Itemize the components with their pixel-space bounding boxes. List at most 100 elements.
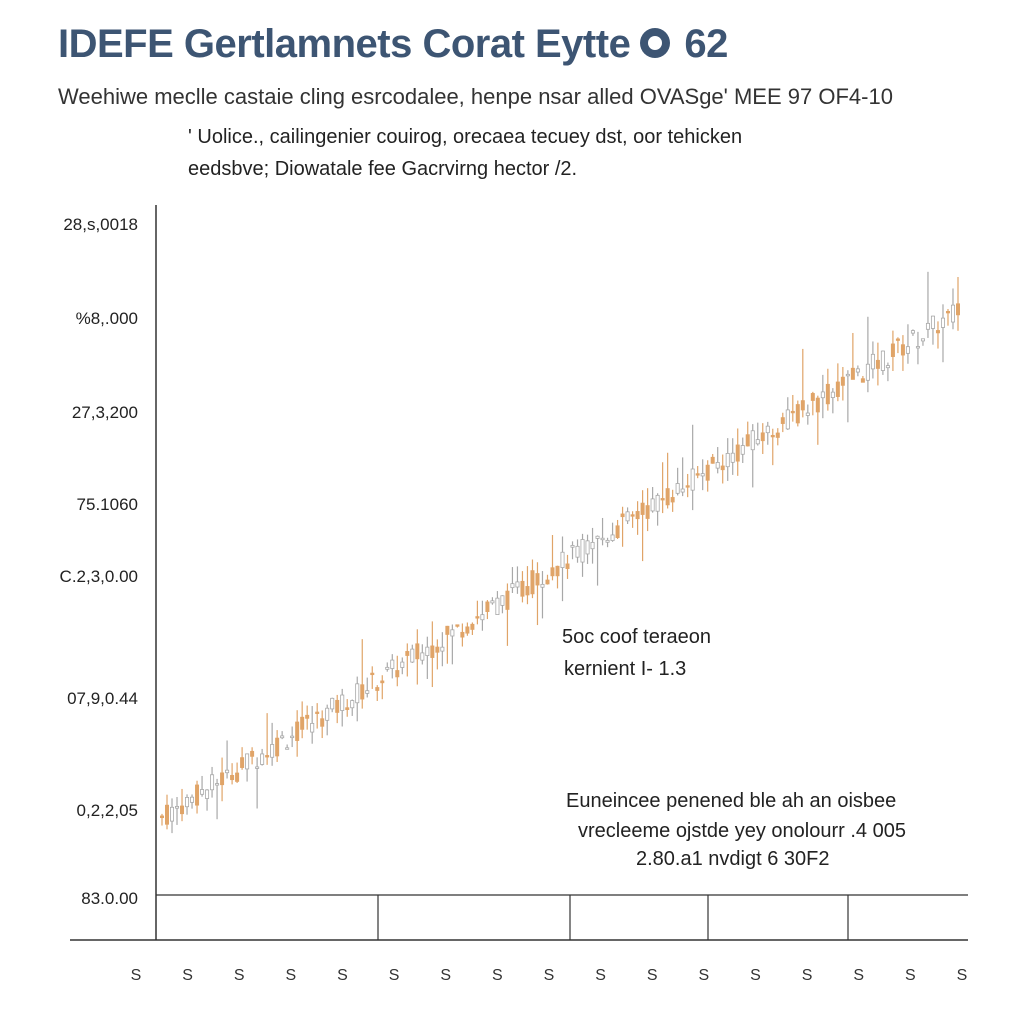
annotation-2-line-2: vrecleeme ojstde yey onolourr .4 005 — [578, 820, 906, 842]
candle-body — [650, 498, 655, 512]
candle-body — [550, 567, 555, 577]
candle-body — [600, 537, 605, 541]
candle-body — [865, 363, 870, 381]
y-tick-label: 27,3,200 — [72, 403, 138, 422]
candle-body — [415, 643, 420, 660]
candle-body — [340, 694, 345, 711]
candle-body — [780, 417, 785, 424]
x-tick-label: S — [957, 967, 968, 984]
candle-body — [585, 540, 590, 555]
candle-body — [170, 806, 175, 822]
candle-body — [675, 483, 680, 494]
candle-body — [345, 707, 350, 710]
candle-body — [425, 646, 430, 656]
candle-body — [190, 796, 195, 803]
candle-body — [805, 412, 810, 416]
x-tick-label: S — [905, 967, 916, 984]
candle-body — [195, 784, 200, 806]
candle-body — [330, 697, 335, 710]
x-tick-label: S — [234, 967, 245, 984]
candle-body — [690, 468, 695, 491]
x-tick-label: S — [389, 967, 400, 984]
candle-body — [205, 789, 210, 799]
candle-body — [720, 465, 725, 471]
candle-body — [670, 497, 675, 503]
candle-body — [875, 359, 880, 369]
x-tick-label: S — [647, 967, 658, 984]
candle-body — [770, 434, 775, 438]
candle-body — [925, 322, 930, 330]
candle-body — [200, 789, 205, 795]
candle-body — [175, 806, 180, 809]
candle-body — [855, 368, 860, 373]
x-tick-label: S — [131, 967, 142, 984]
candle-body — [945, 311, 950, 314]
candle-body — [940, 317, 945, 328]
chart-note-line-2: eedsbve; Diowatale fee Gacrvirng hector … — [188, 158, 578, 180]
candle-body — [470, 623, 475, 630]
candle-body — [685, 485, 690, 488]
candle-body — [525, 586, 530, 596]
candle-body — [555, 565, 560, 577]
candle-body — [210, 774, 215, 791]
candle-body — [455, 624, 460, 627]
candle-body — [220, 772, 225, 786]
annotation-2-line-1: Euneincee penened ble ah an oisbee — [566, 790, 897, 812]
candle-body — [755, 439, 760, 445]
x-tick-label: S — [802, 967, 813, 984]
clock-icon — [640, 28, 671, 59]
candle-body — [610, 534, 615, 541]
annotation-1-line-2: kernient I- 1.3 — [564, 658, 687, 680]
candle-body — [950, 304, 955, 323]
candle-body — [560, 551, 565, 569]
candle-body — [905, 346, 910, 354]
x-tick-label: S — [492, 967, 503, 984]
candle-body — [505, 590, 510, 610]
candle-body — [825, 383, 830, 405]
candle-body — [680, 488, 685, 493]
candle-body — [700, 473, 705, 477]
candle-body — [710, 456, 715, 464]
candle-body — [590, 541, 595, 550]
candle-body — [545, 579, 550, 585]
candle-body — [460, 631, 465, 638]
candle-body — [250, 750, 255, 757]
candle-body — [535, 573, 540, 586]
candle-body — [765, 425, 770, 434]
candle-body — [800, 400, 805, 411]
candle-body — [430, 645, 435, 658]
candle-body — [400, 661, 405, 668]
candle-body — [375, 687, 380, 691]
candle-body — [570, 545, 575, 548]
candle-body — [225, 769, 230, 774]
candle-body — [930, 315, 935, 329]
candle-body — [790, 410, 795, 414]
candle-body — [860, 378, 865, 383]
candle-body — [915, 346, 920, 349]
candle-body — [465, 626, 470, 634]
candle-body — [280, 735, 285, 739]
candle-body — [410, 648, 415, 663]
candle-body — [380, 680, 385, 684]
candle-body — [645, 505, 650, 519]
y-tick-label: %8,.000 — [76, 309, 138, 328]
candle-body — [270, 744, 275, 758]
candle-body — [435, 646, 440, 653]
candle-body — [620, 513, 625, 518]
candle-body — [605, 540, 610, 543]
candle-body — [580, 539, 585, 563]
x-tick-label: S — [544, 967, 555, 984]
candle-body — [830, 391, 835, 398]
annotation-1-line-1: 5oc coof teraeon — [562, 626, 711, 648]
candle-body — [635, 511, 640, 520]
x-tick-label: S — [853, 967, 864, 984]
candle-body — [625, 511, 630, 522]
candle-body — [575, 545, 580, 558]
chart-title-number: 62 — [684, 22, 728, 66]
candle-body — [495, 597, 500, 615]
candle-body — [820, 391, 825, 399]
candle-body — [420, 652, 425, 661]
candle-body — [290, 735, 295, 739]
y-tick-label: 0,2,2,05 — [77, 801, 138, 820]
